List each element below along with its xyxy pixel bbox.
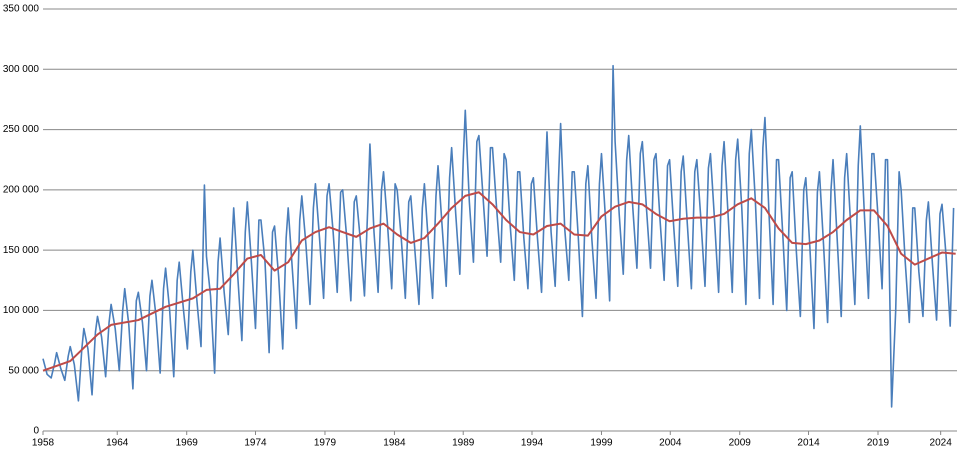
data-line xyxy=(42,64,955,408)
x-tick-label: 1964 xyxy=(106,438,129,449)
y-tick-label: 50 000 xyxy=(8,365,39,376)
x-tick-label: 2019 xyxy=(867,438,890,449)
y-tick-label: 350 000 xyxy=(3,4,40,15)
x-tick-label: 2024 xyxy=(930,438,953,449)
y-tick-label: 100 000 xyxy=(3,305,40,316)
x-tick-label: 1999 xyxy=(590,438,613,449)
y-tick-label: 250 000 xyxy=(3,124,40,135)
x-tick-label: 1979 xyxy=(314,438,337,449)
y-tick-label: 150 000 xyxy=(3,245,40,256)
y-tick-label: 300 000 xyxy=(3,64,40,75)
x-tick-label: 2004 xyxy=(659,438,682,449)
data-line xyxy=(42,191,956,372)
x-tick-label: 1969 xyxy=(176,438,199,449)
y-tick-label: 0 xyxy=(33,426,39,437)
x-tick-label: 1984 xyxy=(383,438,406,449)
x-tick-label: 1974 xyxy=(244,438,267,449)
x-tick-label: 1958 xyxy=(32,438,55,449)
x-tick-label: 2014 xyxy=(797,438,820,449)
x-tick-label: 1994 xyxy=(521,438,544,449)
x-tick-label: 2009 xyxy=(729,438,752,449)
x-tick-label: 1989 xyxy=(452,438,475,449)
y-tick-label: 200 000 xyxy=(3,184,40,195)
